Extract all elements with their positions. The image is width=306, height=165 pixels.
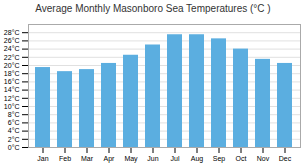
svg-text:6°C: 6°C bbox=[8, 119, 20, 126]
svg-text:18°C: 18°C bbox=[4, 70, 20, 77]
svg-text:12°C: 12°C bbox=[4, 95, 20, 102]
svg-text:16°C: 16°C bbox=[4, 78, 20, 85]
svg-text:Jun: Jun bbox=[147, 155, 158, 162]
svg-text:Jul: Jul bbox=[171, 155, 180, 162]
svg-text:Dec: Dec bbox=[279, 155, 292, 162]
svg-text:10°C: 10°C bbox=[4, 103, 20, 110]
svg-text:Apr: Apr bbox=[104, 155, 116, 163]
svg-text:8°C: 8°C bbox=[8, 111, 20, 118]
svg-text:Feb: Feb bbox=[59, 155, 71, 162]
svg-text:14°C: 14°C bbox=[4, 86, 20, 93]
html-text:Average Monthly Masonboro Sea: Average Monthly Masonboro Sea Temperatur… bbox=[35, 3, 271, 14]
svg-text:Jan: Jan bbox=[37, 155, 48, 162]
svg-text:Nov: Nov bbox=[257, 155, 270, 162]
svg-text:24°C: 24°C bbox=[4, 45, 20, 52]
svg-text:22°C: 22°C bbox=[4, 54, 20, 61]
svg-text:26°C: 26°C bbox=[4, 37, 20, 44]
svg-text:Sep: Sep bbox=[213, 155, 226, 163]
svg-text:Aug: Aug bbox=[191, 155, 204, 163]
svg-text:Mar: Mar bbox=[81, 155, 94, 162]
svg-text:20°C: 20°C bbox=[4, 62, 20, 69]
svg-text:2°C: 2°C bbox=[8, 136, 20, 143]
svg-text:May: May bbox=[124, 155, 138, 163]
svg-text:4°C: 4°C bbox=[8, 127, 20, 134]
svg-text:28°C: 28°C bbox=[4, 29, 20, 36]
svg-text:0°C: 0°C bbox=[8, 144, 20, 151]
svg-text:Oct: Oct bbox=[236, 155, 247, 162]
